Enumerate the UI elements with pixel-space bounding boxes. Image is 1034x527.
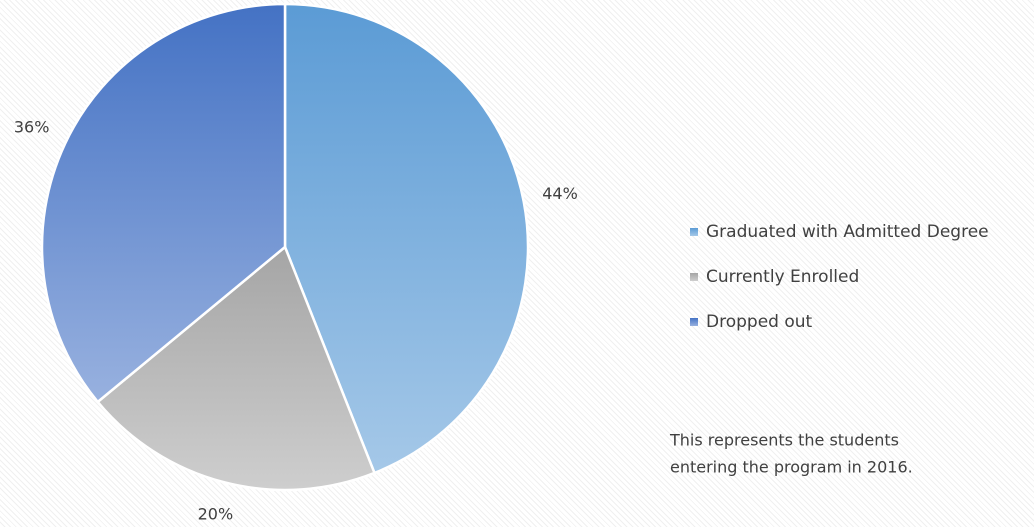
data-label: 36% bbox=[14, 117, 50, 136]
pie-slice bbox=[96, 244, 377, 492]
data-label: 44% bbox=[542, 184, 578, 203]
legend-swatch bbox=[690, 228, 698, 236]
legend-label: Dropped out bbox=[706, 312, 813, 332]
legend-swatch bbox=[690, 318, 698, 326]
annotation-line: entering the program in 2016. bbox=[670, 458, 913, 477]
pie-slice bbox=[283, 2, 530, 475]
pie bbox=[40, 2, 530, 492]
legend-label: Graduated with Admitted Degree bbox=[706, 222, 989, 242]
legend-label: Currently Enrolled bbox=[706, 267, 859, 287]
legend-swatch bbox=[690, 273, 698, 281]
legend: Graduated with Admitted Degree Currently … bbox=[690, 222, 989, 332]
data-label: 20% bbox=[198, 505, 234, 524]
annotation-line: This represents the students bbox=[669, 431, 899, 450]
pie-slice bbox=[40, 2, 287, 404]
